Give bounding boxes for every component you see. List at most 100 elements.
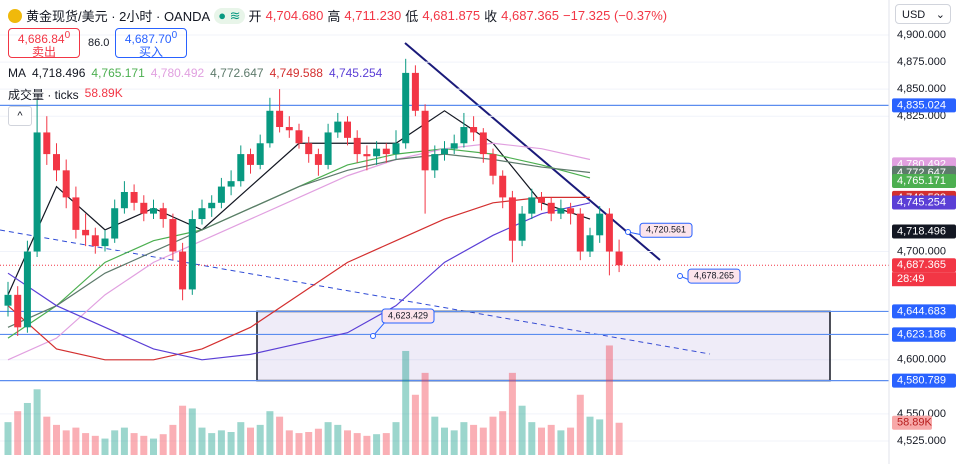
candle-body bbox=[576, 213, 584, 252]
volume-bar bbox=[53, 424, 60, 455]
sell-button[interactable]: 4,686.840 卖出 bbox=[8, 28, 80, 59]
candle-body bbox=[470, 127, 478, 133]
price-label: 4,765.171 bbox=[897, 175, 946, 187]
candle-body bbox=[431, 154, 439, 171]
volume-bar bbox=[605, 345, 613, 455]
buy-button[interactable]: 4,687.700 买入 bbox=[115, 28, 187, 59]
candle-body bbox=[441, 148, 448, 155]
candle-body bbox=[159, 208, 167, 220]
volume-bar bbox=[14, 411, 22, 455]
volume-bar bbox=[324, 422, 332, 455]
candle-body bbox=[557, 208, 565, 214]
low-label: 低 bbox=[405, 9, 419, 24]
candle-body bbox=[411, 72, 419, 111]
volume-bar bbox=[256, 424, 264, 455]
volume-bar bbox=[266, 411, 274, 455]
volume-bar bbox=[130, 433, 138, 455]
sell-price: 4,686.84 bbox=[17, 32, 65, 46]
price-label-bg bbox=[892, 327, 956, 342]
candle-body bbox=[489, 154, 497, 176]
volume-bar bbox=[208, 433, 216, 455]
header: 黄金现货/美元 · 2小时 · OANDA ● ≋ 开 4,704.680 高 4,… bbox=[8, 6, 667, 25]
candle-body bbox=[82, 229, 90, 236]
candle-body bbox=[53, 154, 60, 171]
candle-body bbox=[508, 197, 516, 241]
volume-bar bbox=[198, 427, 206, 455]
candle-body bbox=[596, 213, 604, 236]
sell-label: 卖出 bbox=[31, 45, 56, 59]
ma-value: 4,745.254 bbox=[328, 66, 383, 80]
volume-bar bbox=[4, 422, 12, 455]
symbol-icon bbox=[8, 8, 22, 23]
ma-line bbox=[7, 202, 591, 361]
volume-bar bbox=[499, 411, 507, 455]
collapse-button[interactable]: ^ bbox=[8, 106, 32, 126]
candle-body bbox=[62, 170, 70, 198]
volume-bar bbox=[615, 422, 623, 455]
candle-body bbox=[605, 213, 613, 252]
high: 4,711.230 bbox=[344, 8, 402, 23]
callout-label: 4,678.265 bbox=[694, 270, 734, 280]
buy-label: 买入 bbox=[138, 45, 163, 59]
volume-bar bbox=[295, 433, 303, 455]
volume-bar bbox=[111, 430, 119, 455]
price-label: 4,835.024 bbox=[897, 99, 946, 111]
price-label: 4,745.254 bbox=[897, 196, 946, 208]
candle-body bbox=[179, 251, 187, 290]
volume-bar bbox=[169, 424, 177, 455]
volume-bar bbox=[23, 402, 31, 455]
volume-bar bbox=[276, 416, 284, 455]
volume-bar bbox=[91, 435, 99, 455]
volume-bar bbox=[470, 424, 478, 455]
candle-body bbox=[402, 72, 410, 144]
candle-body bbox=[285, 127, 293, 131]
y-tick-label: 4,825.000 bbox=[897, 110, 946, 122]
callout-label: 4,623.429 bbox=[388, 310, 428, 320]
price-label-bg bbox=[892, 304, 956, 319]
callout-box bbox=[639, 222, 693, 238]
volume-bar bbox=[247, 427, 254, 455]
volume-bar bbox=[508, 372, 516, 455]
currency-select[interactable]: USD ⌄ bbox=[895, 4, 951, 24]
change: −17.325 (−0.37%) bbox=[563, 8, 668, 23]
callout-stem bbox=[372, 320, 387, 337]
volume-bar bbox=[576, 394, 584, 455]
volume-bar bbox=[567, 427, 575, 455]
candle-body bbox=[518, 213, 526, 241]
price-label-bg bbox=[892, 258, 956, 273]
volume-bar bbox=[411, 394, 419, 455]
zone bbox=[256, 310, 831, 382]
symbol: 黄金现货/美元 · 2小时 · OANDA bbox=[26, 9, 211, 24]
ma-line bbox=[7, 196, 590, 361]
y-tick-label: 4,875.000 bbox=[897, 56, 946, 68]
price-label: 4,623.186 bbox=[897, 329, 946, 341]
volume-bar bbox=[43, 416, 51, 455]
candle-body bbox=[392, 143, 400, 155]
candle-body bbox=[567, 208, 575, 214]
volume-bar bbox=[217, 430, 225, 455]
price-label: 4,718.496 bbox=[897, 225, 946, 237]
volume-bar bbox=[518, 405, 526, 455]
candle-body bbox=[217, 186, 225, 203]
volume-bar bbox=[528, 422, 536, 455]
candle-body bbox=[382, 148, 390, 155]
volume-bar bbox=[82, 433, 90, 455]
spread: 86.0 bbox=[88, 37, 110, 49]
callout-anchor bbox=[370, 333, 376, 339]
volume-bar bbox=[489, 416, 497, 455]
candle-body bbox=[111, 208, 119, 239]
volume-bar bbox=[227, 432, 235, 455]
status-badge[interactable]: ● ≋ bbox=[214, 7, 245, 24]
volume-bar bbox=[441, 427, 448, 455]
ma-line bbox=[7, 142, 591, 361]
candle-body bbox=[460, 127, 468, 144]
volume-bar bbox=[305, 432, 313, 455]
volume-bar bbox=[460, 422, 468, 455]
volume-label: 成交量 · ticks bbox=[8, 88, 79, 102]
candle-body bbox=[150, 208, 157, 214]
candle-body bbox=[130, 191, 138, 203]
volume-bar bbox=[159, 434, 167, 455]
y-tick-label: 4,850.000 bbox=[897, 83, 946, 95]
candle-body bbox=[499, 175, 507, 198]
